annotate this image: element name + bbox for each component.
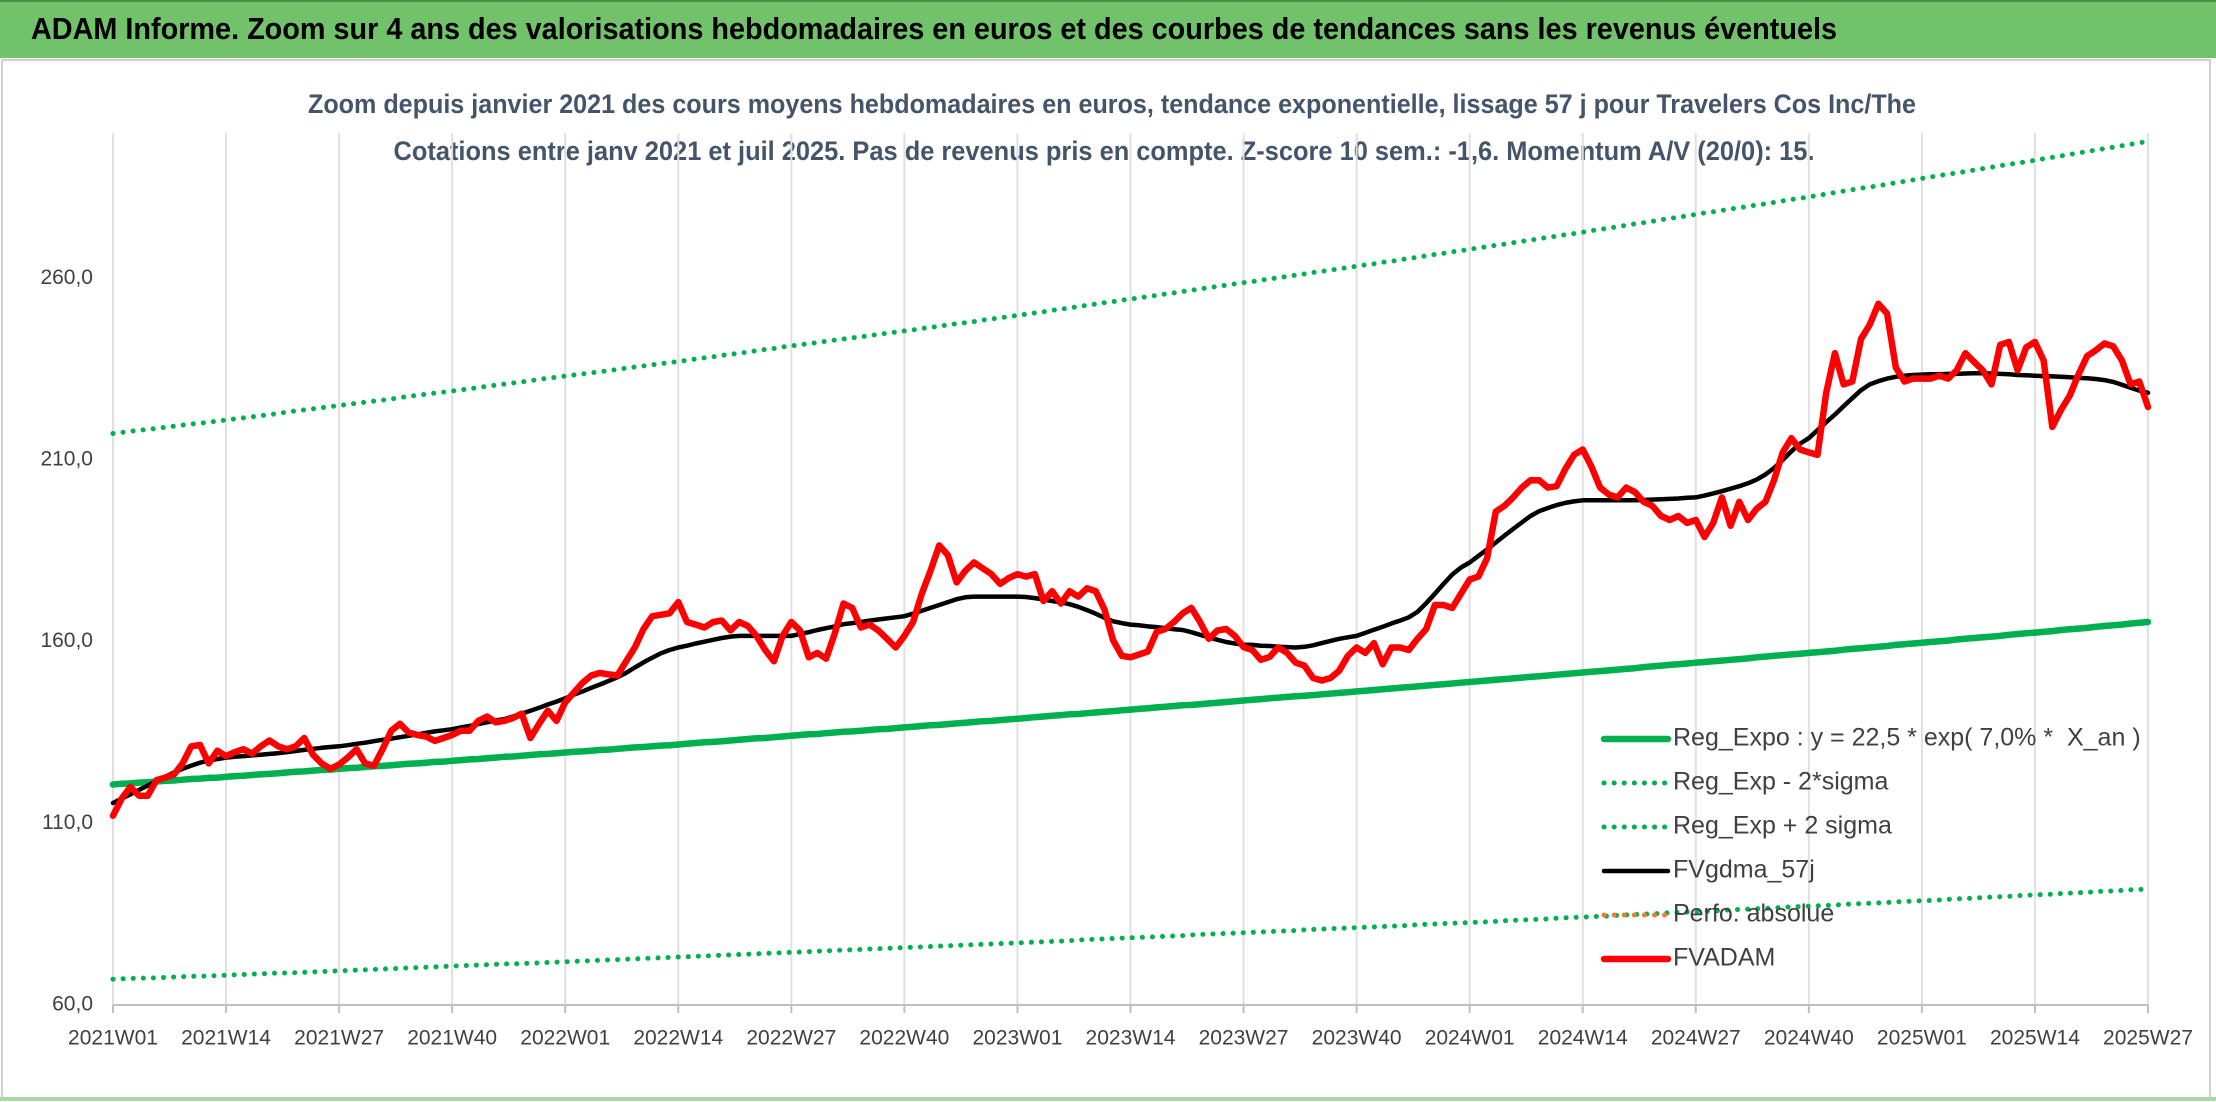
x-tick-label: 2024W01	[1425, 1027, 1515, 1050]
legend-label: FVADAM	[1673, 944, 1775, 972]
x-tick-label: 2024W40	[1764, 1027, 1854, 1050]
series-line	[110, 370, 2151, 806]
chart-subtitle: Cotations entre janv 2021 et juil 2025. …	[394, 136, 1815, 166]
header-band	[0, 0, 2216, 58]
x-tick-label: 2022W01	[520, 1027, 610, 1050]
series-line	[109, 300, 2152, 819]
x-tick-label: 2024W14	[1538, 1027, 1628, 1050]
legend-label: Reg_Expo : y = 22,5 * exp( 7,0% * X_an )	[1673, 724, 2141, 752]
legend-label: Perfo. absolue	[1673, 900, 1834, 928]
x-tick-label: 2023W01	[972, 1027, 1062, 1050]
x-tick-label: 2022W40	[859, 1027, 949, 1050]
x-tick-label: 2022W14	[633, 1027, 723, 1050]
series-line	[110, 886, 2151, 982]
y-tick-label: 210,0	[40, 448, 93, 471]
legend-label: FVgdma_57j	[1673, 856, 1815, 884]
x-tick-label: 2025W27	[2103, 1027, 2193, 1050]
page-title: ADAM Informe. Zoom sur 4 ans des valoris…	[31, 11, 1837, 46]
legend-label: Reg_Exp + 2 sigma	[1673, 812, 1892, 840]
x-tick-label: 2021W01	[68, 1027, 158, 1050]
y-tick-label: 160,0	[40, 629, 93, 652]
x-tick-label: 2021W27	[294, 1027, 384, 1050]
x-tick-label: 2024W27	[1651, 1027, 1741, 1050]
legend-label: Reg_Exp - 2*sigma	[1673, 768, 1888, 796]
chart-subtitle: Zoom depuis janvier 2021 des cours moyen…	[308, 89, 1916, 119]
series-line	[110, 138, 2151, 436]
x-tick-label: 2023W27	[1199, 1027, 1289, 1050]
y-tick-label: 60,0	[52, 993, 93, 1016]
x-tick-label: 2023W14	[1086, 1027, 1176, 1050]
y-tick-label: 260,0	[40, 266, 93, 289]
x-tick-label: 2021W40	[407, 1027, 497, 1050]
x-tick-label: 2022W27	[746, 1027, 836, 1050]
x-tick-label: 2025W01	[1877, 1027, 1967, 1050]
y-tick-label: 110,0	[42, 811, 93, 834]
x-tick-label: 2025W14	[1990, 1027, 2080, 1050]
x-tick-label: 2023W40	[1312, 1027, 1402, 1050]
x-tick-label: 2021W14	[181, 1027, 271, 1050]
series-line	[109, 618, 2152, 788]
